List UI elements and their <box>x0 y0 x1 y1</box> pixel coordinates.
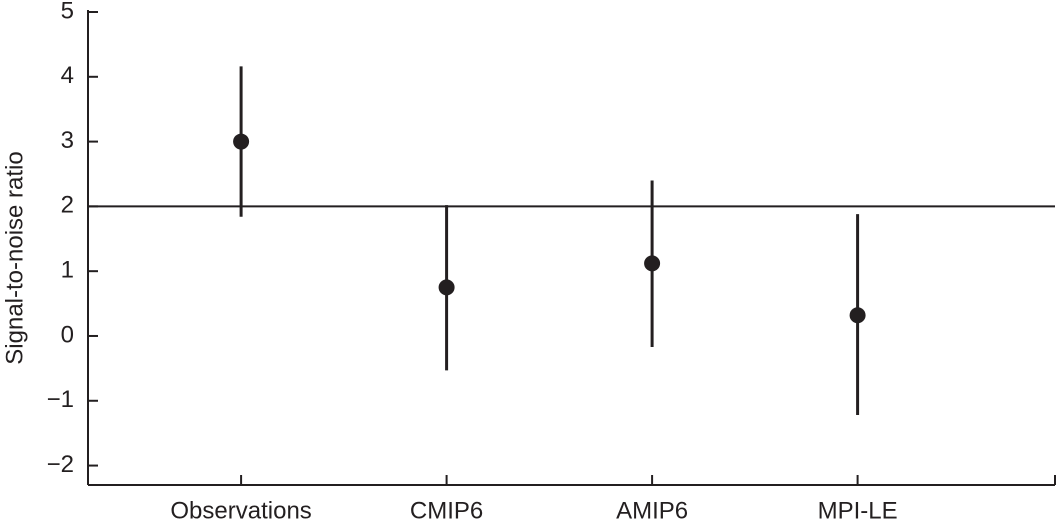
y-tick-label: −1 <box>47 386 74 413</box>
x-tick-label: MPI-LE <box>818 497 898 523</box>
point <box>644 255 661 272</box>
point <box>233 133 250 150</box>
y-tick-label: 3 <box>61 127 74 154</box>
point <box>849 307 866 324</box>
x-tick-label: Observations <box>170 497 311 523</box>
y-tick-label: 1 <box>61 257 74 284</box>
x-tick-label: CMIP6 <box>410 497 483 523</box>
y-tick-label: 4 <box>61 62 74 89</box>
y-tick-label: 2 <box>61 192 74 219</box>
x-tick-label: AMIP6 <box>616 497 688 523</box>
y-tick-label: 5 <box>61 0 74 24</box>
point <box>438 279 455 296</box>
y-tick-label: −2 <box>47 451 74 478</box>
y-tick-label: 0 <box>61 321 74 348</box>
y-axis-label: Signal-to-noise ratio <box>1 151 28 364</box>
